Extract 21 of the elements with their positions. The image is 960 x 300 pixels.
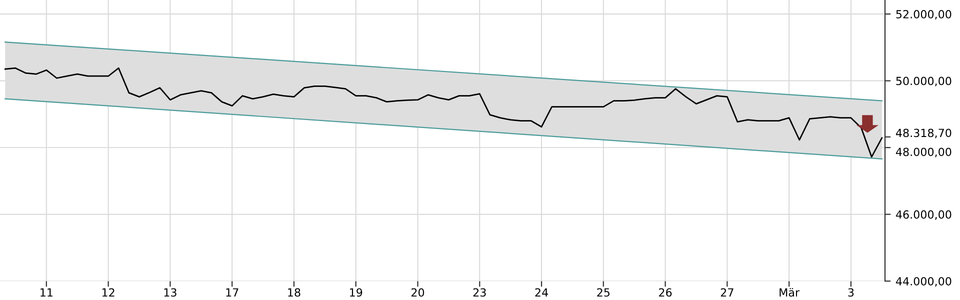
x-tick-label: 17 (226, 288, 238, 296)
x-tick-label: 3 (848, 288, 854, 297)
x-tick-label: 25 (597, 288, 610, 297)
x-tick-label: 27 (720, 288, 734, 296)
x-tick-label: Mär (780, 288, 800, 297)
x-tick-label: 19 (350, 288, 362, 297)
x-tick-label: 23 (473, 288, 486, 297)
x-tick-label: 11 (40, 288, 52, 296)
x-tick-label: 20 (411, 288, 424, 297)
y-tick-label: 52.000,00 (896, 10, 952, 20)
x-tick-label: 12 (102, 288, 114, 296)
x-tick-label: 18 (288, 288, 300, 297)
y-tick-label: 50.000,00 (896, 76, 952, 86)
y-tick-label: 48.000,00 (896, 148, 952, 158)
y-tick-label: 48.318,70 (896, 128, 952, 138)
x-tick-label: 26 (659, 288, 672, 297)
y-tick-label: 46.000,00 (896, 210, 952, 220)
x-tick-label: 13 (164, 288, 176, 297)
x-tick-label: 24 (535, 288, 548, 296)
y-tick-label: 44.000,00 (896, 277, 952, 287)
line-series (4, 67, 883, 158)
